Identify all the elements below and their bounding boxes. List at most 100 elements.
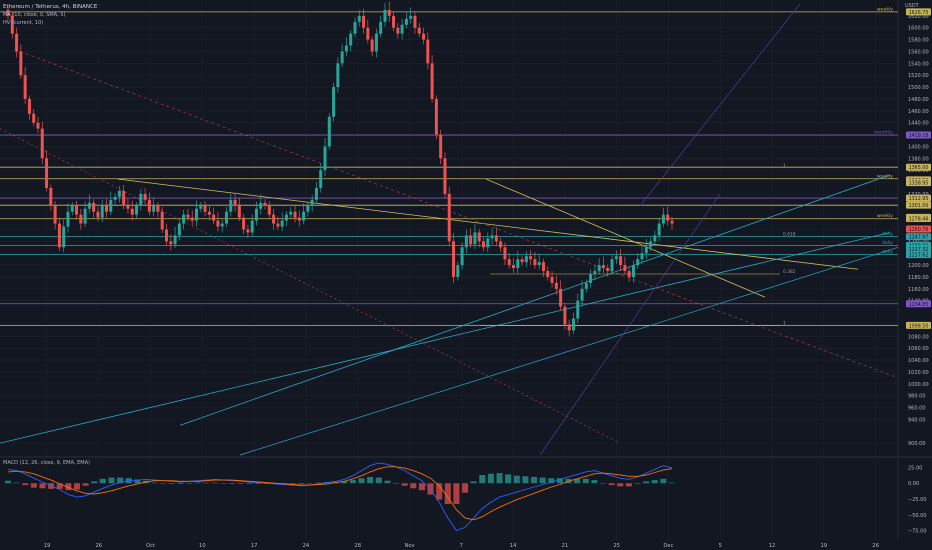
candle-body: [357, 15, 361, 22]
time-tick-label: 12: [769, 543, 776, 549]
macd-histogram-bar: [393, 483, 400, 484]
candle-body: [186, 214, 190, 218]
macd-histogram-bar: [358, 478, 365, 484]
candle-body: [413, 15, 417, 28]
time-axis[interactable]: 19 26 Oct 10 17 24 28 Nov 7 14 21 25 Dec 5 12 19 26: [44, 543, 879, 549]
price-axis[interactable]: 900.00 940.00 960.00 980.00 1000.00 1020.00 10…: [906, 8, 931, 535]
macd-histogram-bar: [160, 483, 167, 484]
candle-body: [310, 199, 314, 206]
candle-body: [567, 324, 571, 331]
candle-body: [66, 211, 70, 227]
candle-body: [456, 265, 460, 277]
price-label-badge: [906, 245, 931, 253]
candle-body: [374, 33, 378, 52]
macd-histogram-bar: [289, 483, 296, 484]
candle-body: [276, 223, 280, 227]
macd-histogram-bar: [56, 483, 63, 489]
candle-body: [482, 241, 486, 248]
candle-body: [284, 214, 288, 221]
candle-body: [280, 220, 284, 227]
candle-body: [597, 265, 601, 272]
macd-histogram-bar: [229, 483, 236, 484]
macd-histogram-bar: [349, 480, 356, 484]
candle-body: [439, 134, 443, 159]
macd-histogram-bar: [168, 483, 175, 484]
macd-histogram-bar: [341, 481, 348, 484]
price-label-badge: [906, 225, 931, 233]
macd-histogram-bar: [513, 475, 520, 484]
macd-histogram-bar: [634, 483, 641, 484]
candle-body: [323, 146, 327, 171]
price-label-badge: [906, 321, 931, 329]
macd-histogram-bar: [522, 476, 529, 484]
macd-histogram-bar: [73, 483, 81, 490]
macd-histogram-bar: [599, 483, 607, 484]
macd-histogram-bar: [13, 482, 20, 484]
time-tick-label: 26: [872, 543, 879, 549]
weekly-level-label: weekly: [877, 213, 893, 219]
macd-histogram-bar: [22, 483, 29, 486]
price-tick-label: 1400.00: [908, 144, 929, 150]
time-tick-label: 5: [719, 543, 722, 549]
candle-body: [83, 208, 87, 224]
candle-body: [160, 211, 164, 230]
macd-label[interactable]: MACD (12, 26, close, 9, EMA, EMA): [3, 460, 90, 466]
macd-histogram-bar: [4, 480, 12, 484]
candle-body: [122, 190, 126, 206]
indicator-ma-label[interactable]: MA (10, close, 0, SMA, 5): [3, 12, 66, 18]
candle-body: [490, 235, 494, 239]
candle-body: [49, 187, 53, 206]
price-label-badge: [906, 251, 931, 259]
fib-level-label: 1: [783, 163, 786, 169]
macd-histogram-bar: [582, 478, 589, 484]
candle-body: [229, 199, 233, 212]
price-label-badge: [906, 163, 931, 171]
macd-histogram-bar: [625, 483, 632, 487]
candle-body: [649, 241, 653, 248]
price-tick-label: 960.00: [908, 406, 926, 412]
macd-histogram-bar: [220, 483, 227, 484]
candle-body: [344, 45, 348, 52]
macd-histogram-bar: [108, 477, 115, 484]
macd-histogram-bar: [117, 477, 124, 484]
candle-body: [409, 15, 413, 19]
candle-body: [203, 205, 207, 212]
fib-level-label: 1: [783, 320, 786, 326]
candle-body: [529, 256, 533, 260]
fib-level-label: 0.618: [783, 231, 796, 237]
candle-body: [606, 268, 610, 272]
candle-body: [242, 217, 246, 230]
candle-body: [610, 259, 614, 272]
candle-body: [165, 229, 169, 242]
macd-histogram-bar: [436, 483, 443, 500]
macd-histogram-bar: [668, 482, 676, 484]
candle-body: [546, 271, 550, 277]
macd-histogram-bar: [617, 483, 624, 487]
macd-histogram-bar: [39, 483, 46, 489]
candle-body: [75, 205, 79, 215]
candle-body: [516, 259, 520, 269]
candle-body: [267, 205, 271, 215]
candle-body: [254, 208, 258, 221]
macd-histogram-bar: [556, 478, 563, 484]
candle-body: [190, 217, 194, 221]
macd-histogram-bar: [177, 483, 184, 484]
price-label-badge: [906, 300, 931, 308]
candle-body: [593, 271, 597, 275]
macd-histogram-bar: [30, 483, 37, 488]
candle-body: [259, 202, 263, 209]
candle-body: [293, 211, 297, 218]
price-tick-label: 1500.00: [908, 85, 929, 91]
price-tick-label: 1520.00: [908, 73, 929, 79]
fib-channel-edge: [539, 193, 721, 456]
candle-body: [237, 205, 241, 218]
price-tick-label: 1200.00: [908, 263, 929, 269]
price-tick-label: 1040.00: [908, 358, 929, 364]
indicator-hv-label[interactable]: HV (current, 10): [3, 20, 43, 26]
price-label-text: 1278.46: [909, 217, 929, 223]
candle-body: [601, 265, 605, 269]
candle-body: [126, 205, 130, 209]
candle-body: [387, 9, 391, 16]
candle-body: [19, 51, 23, 76]
